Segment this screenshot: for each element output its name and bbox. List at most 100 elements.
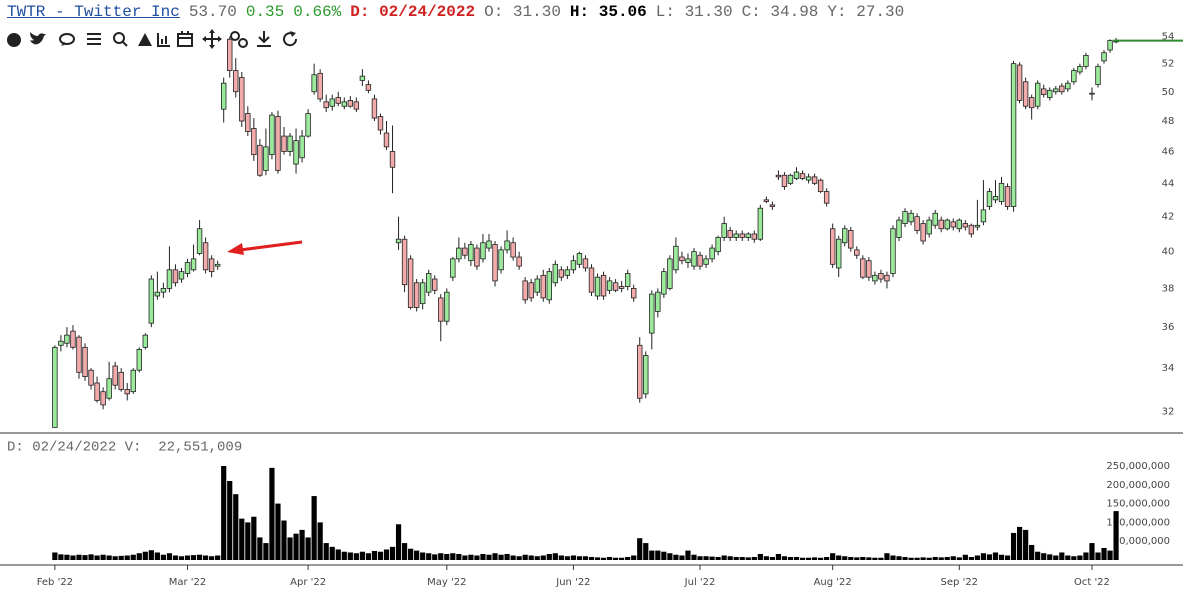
- volume-bar: [221, 465, 227, 560]
- volume-bar: [830, 553, 836, 560]
- y-tick-label: 44: [1162, 178, 1175, 189]
- y-tick-label: 38: [1162, 283, 1175, 294]
- candle-body: [1010, 63, 1017, 207]
- volume-bar: [691, 554, 697, 560]
- candle-body: [184, 262, 191, 274]
- x-tick-label: Oct '22: [1074, 577, 1110, 588]
- candle-body: [769, 204, 776, 207]
- volume-bar: [227, 481, 233, 560]
- volume-bar: [1047, 554, 1053, 560]
- volume-bar: [733, 556, 739, 560]
- candle-body: [793, 171, 800, 179]
- candle-body: [190, 258, 197, 271]
- candle-body: [992, 196, 999, 201]
- volume-bar: [1004, 555, 1011, 560]
- candle-body: [667, 258, 673, 289]
- volume-bar: [106, 555, 112, 560]
- tool-move[interactable]: [202, 29, 222, 49]
- tool-triangle[interactable]: [138, 33, 152, 46]
- candle-body: [829, 228, 836, 265]
- candle-body: [823, 191, 830, 204]
- tool-download[interactable]: [257, 31, 271, 47]
- volume-bar: [383, 549, 390, 560]
- volume-bar: [920, 557, 926, 560]
- volume-bar: [160, 554, 167, 560]
- volume-bar: [1059, 552, 1065, 560]
- tool-comment[interactable]: [59, 33, 75, 46]
- candle-body: [962, 223, 969, 228]
- volume-bar: [1053, 555, 1059, 560]
- candle-body: [673, 245, 679, 271]
- candle-body: [293, 140, 299, 165]
- volume-bar: [552, 553, 558, 560]
- candle-body: [727, 230, 733, 238]
- candle-body: [920, 223, 926, 242]
- x-tick-label: Apr '22: [290, 577, 326, 588]
- candle-body: [444, 291, 450, 322]
- candle-body: [82, 346, 88, 377]
- volume-bar: [570, 555, 577, 560]
- tool-link[interactable]: [230, 31, 248, 48]
- volume-bar: [401, 543, 408, 560]
- tool-bars[interactable]: [157, 33, 170, 47]
- candle-body: [588, 267, 595, 293]
- volume-bar: [215, 555, 221, 560]
- candle-body: [914, 216, 920, 231]
- volume-bar: [76, 554, 82, 560]
- candle-body: [655, 291, 661, 312]
- candle-body: [281, 135, 287, 152]
- volume-bar: [932, 556, 938, 560]
- volume-bar: [468, 554, 474, 560]
- volume-bar: [1095, 552, 1101, 560]
- volume-bar: [763, 556, 769, 560]
- candle-body: [124, 389, 130, 395]
- volume-bar: [166, 553, 173, 560]
- candle-body: [733, 233, 739, 238]
- x-tick-label: Jun '22: [555, 577, 590, 588]
- volume-bar: [184, 555, 191, 560]
- y-tick-label: 42: [1162, 212, 1175, 223]
- candle-body: [721, 223, 727, 238]
- volume-bar: [860, 556, 866, 560]
- candle-body: [450, 258, 456, 278]
- tool-twitter[interactable]: [30, 32, 46, 45]
- annotation-arrow: [227, 240, 303, 255]
- tool-calendar[interactable]: [177, 31, 193, 47]
- candle-body: [697, 254, 703, 267]
- volume-bar: [679, 555, 685, 560]
- candle-body: [606, 280, 613, 291]
- volume-bar: [811, 557, 818, 560]
- volume-bar: [564, 556, 570, 560]
- candle-body: [974, 224, 981, 228]
- volume-bar: [1016, 526, 1023, 560]
- symbol[interactable]: TWTR - Twitter Inc: [7, 3, 180, 21]
- tool-refresh[interactable]: [283, 31, 298, 47]
- volume-bar: [769, 556, 775, 560]
- candle-body: [160, 288, 167, 293]
- candle-body: [468, 244, 474, 262]
- volume-bar: [818, 557, 824, 560]
- y-tick-label: 34: [1162, 363, 1175, 374]
- volume-bar: [703, 556, 709, 560]
- candle-body: [88, 369, 94, 386]
- volume-bar: [148, 550, 154, 560]
- tool-palette[interactable]: [7, 33, 21, 47]
- date: D: 02/24/2022: [350, 3, 476, 21]
- y-tick-label: 36: [1162, 322, 1175, 333]
- candle-body: [413, 282, 420, 308]
- candle-body: [172, 269, 179, 284]
- tool-search[interactable]: [113, 32, 128, 47]
- y-tick-label: 50,000,000: [1113, 536, 1170, 547]
- volume-bar: [896, 556, 902, 560]
- tool-list[interactable]: [87, 33, 101, 45]
- volume-bar: [172, 555, 179, 560]
- volume-bar: [245, 522, 251, 560]
- volume-title: D: 02/24/2022 V: 22,551,009: [7, 440, 242, 456]
- candle-body: [456, 247, 462, 260]
- volume-bar: [1035, 551, 1041, 560]
- volume-bar: [341, 551, 347, 560]
- volume-bar: [540, 555, 546, 560]
- volume-bar: [619, 557, 625, 560]
- volume-bar: [582, 556, 589, 560]
